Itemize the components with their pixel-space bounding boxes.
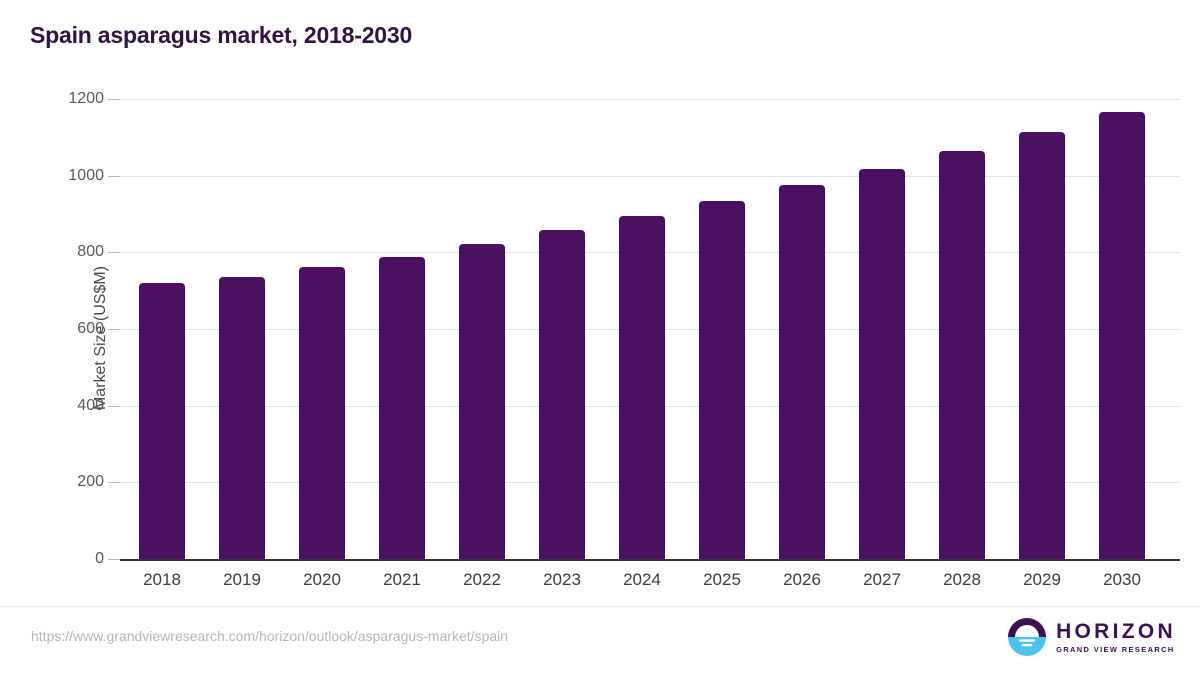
source-url[interactable]: https://www.grandviewresearch.com/horizo… (31, 628, 509, 644)
bar[interactable] (379, 256, 425, 559)
bar[interactable] (539, 230, 585, 559)
bar[interactable] (459, 243, 505, 559)
horizon-logo-text: HORIZON GRAND VIEW RESEARCH (1056, 621, 1176, 654)
y-tick-label: 1200 (68, 90, 104, 107)
x-tick-label: 2021 (383, 570, 421, 589)
bar[interactable] (859, 168, 905, 559)
x-tick-label: 2025 (703, 570, 741, 589)
y-tick-mark (108, 99, 120, 100)
bar[interactable] (1099, 111, 1145, 559)
x-tick-label: 2023 (543, 570, 581, 589)
y-tick-mark (108, 329, 120, 330)
bar[interactable] (1019, 131, 1065, 559)
x-tick-label: 2022 (463, 570, 501, 589)
bar[interactable] (939, 151, 985, 559)
bar[interactable] (779, 184, 825, 559)
x-tick-label: 2030 (1103, 570, 1141, 589)
bar[interactable] (619, 216, 665, 559)
plot-area (120, 99, 1180, 559)
gridline (120, 99, 1180, 100)
y-tick-mark (108, 175, 120, 177)
footer-divider (0, 606, 1200, 607)
y-tick-mark (108, 482, 120, 484)
logo-wordmark: HORIZON (1056, 619, 1176, 643)
bar[interactable] (139, 283, 185, 559)
bar[interactable] (299, 267, 345, 559)
x-axis-line (120, 559, 1180, 561)
chart-title: Spain asparagus market, 2018-2030 (30, 22, 413, 48)
x-tick-label: 2027 (863, 570, 901, 589)
y-tick-label: 400 (77, 396, 104, 414)
logo-subtitle: GRAND VIEW RESEARCH (1056, 644, 1175, 654)
bar[interactable] (699, 200, 745, 559)
x-tick-label: 2018 (143, 570, 181, 589)
x-tick-label: 2026 (783, 570, 821, 589)
y-tick-label: 200 (77, 473, 104, 491)
x-tick-label: 2028 (943, 570, 981, 589)
y-tick-label: 0 (95, 550, 104, 567)
bar[interactable] (219, 277, 265, 559)
x-tick-label: 2024 (623, 570, 661, 589)
gridline (120, 175, 1180, 177)
y-tick-label: 800 (77, 243, 104, 261)
y-tick-label: 1000 (68, 166, 104, 184)
y-tick-label: 600 (77, 320, 104, 337)
y-tick-mark (108, 405, 120, 407)
horizon-logo-icon (1008, 618, 1047, 656)
x-tick-label: 2020 (303, 570, 341, 589)
y-tick-mark (108, 559, 120, 560)
horizon-logo: HORIZON GRAND VIEW RESEARCH (1007, 617, 1176, 657)
x-tick-label: 2019 (223, 570, 261, 589)
y-tick-mark (108, 252, 120, 254)
x-tick-label: 2029 (1023, 570, 1061, 589)
